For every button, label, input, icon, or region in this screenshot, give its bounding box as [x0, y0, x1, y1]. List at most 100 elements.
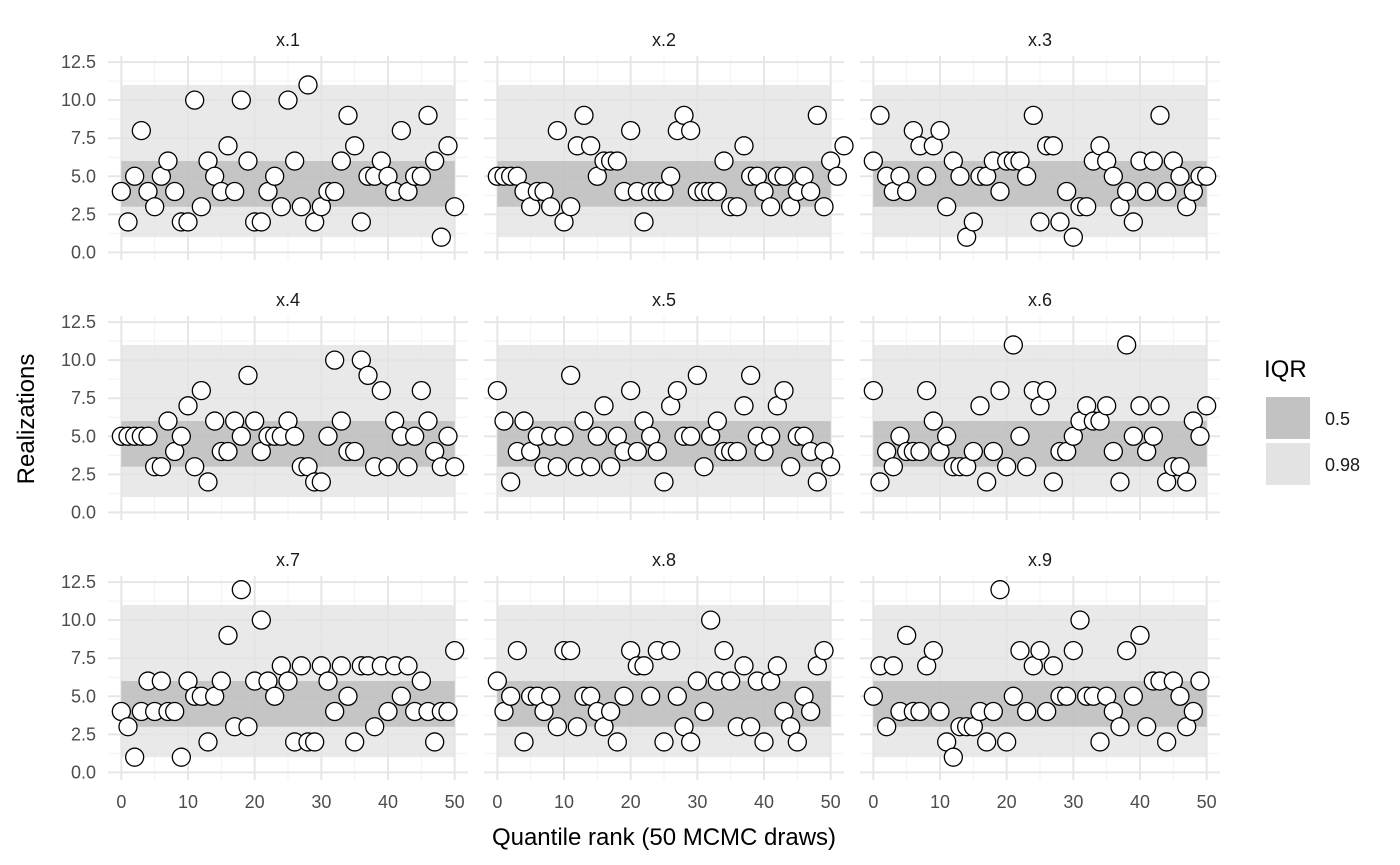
panel-x.8: x.8 0 10 20 30 40 50 [484, 550, 844, 812]
data-point [801, 181, 821, 202]
data-point [418, 411, 438, 431]
data-point [807, 105, 827, 126]
data-point [345, 732, 365, 752]
data-point [1197, 396, 1217, 416]
x-tick-label: 20 [621, 792, 641, 812]
panel-title: x.3 [1028, 30, 1052, 50]
data-point [145, 197, 165, 217]
data-point [930, 701, 950, 722]
x-axis-title: Quantile rank (50 MCMC draws) [492, 824, 836, 851]
x-tick-label: 0 [492, 792, 502, 812]
data-point [930, 120, 950, 141]
y-tick-label: 2.5 [71, 204, 96, 224]
x-tick-label: 20 [997, 792, 1017, 812]
y-tick-label: 0.0 [71, 242, 96, 262]
data-point [1010, 640, 1030, 661]
data-point [1043, 656, 1063, 676]
data-point [667, 380, 687, 401]
data-point [863, 380, 883, 401]
data-point [621, 380, 641, 401]
data-point [1023, 105, 1043, 126]
panel-x.6: x.6 [860, 290, 1220, 520]
data-point [165, 181, 185, 202]
data-point [574, 105, 594, 126]
data-point [345, 441, 365, 462]
data-point [1137, 181, 1157, 202]
data-point [801, 701, 821, 722]
data-point [721, 671, 741, 691]
x-tick-label: 40 [1130, 792, 1150, 812]
y-tick-label: 10.0 [61, 610, 96, 630]
facet-panels: x.1 0.0 2.5 5.0 7.5 10.0 12.5 x.2 x.3 x.4 0.0 2.5 5.… [61, 30, 1220, 812]
data-point [1190, 426, 1210, 446]
data-point [345, 136, 365, 156]
data-point [1123, 212, 1143, 232]
data-point [418, 105, 438, 126]
panel-x.4: x.4 0.0 2.5 5.0 7.5 10.0 12.5 [61, 290, 468, 522]
data-point [218, 136, 238, 156]
data-point [561, 197, 581, 217]
data-point [870, 105, 890, 126]
data-point [1123, 426, 1143, 446]
data-point [1150, 105, 1170, 126]
data-point [171, 426, 191, 446]
data-point [1050, 212, 1070, 232]
data-point [1063, 640, 1083, 661]
data-point [398, 656, 418, 676]
data-point [198, 472, 218, 492]
data-point [687, 365, 707, 386]
data-point [245, 411, 265, 431]
data-point [1197, 166, 1217, 186]
data-point [654, 472, 674, 492]
data-point [1043, 136, 1063, 156]
data-point [687, 671, 707, 691]
data-point [325, 181, 345, 202]
data-point [151, 457, 171, 477]
data-point [111, 181, 131, 202]
legend: IQR 0.5 0.98 [1264, 356, 1360, 485]
panel-title: x.4 [276, 290, 300, 310]
data-point [937, 197, 957, 217]
data-point [734, 656, 754, 676]
data-point [411, 166, 431, 186]
data-point [701, 610, 721, 630]
data-point [431, 227, 451, 247]
data-point [218, 625, 238, 646]
y-tick-label: 12.5 [61, 52, 96, 72]
data-point [318, 671, 338, 691]
data-point [178, 396, 198, 416]
data-point [547, 120, 567, 141]
data-point [425, 151, 445, 171]
data-point [1117, 640, 1137, 661]
data-point [131, 120, 151, 141]
data-point [1030, 212, 1050, 232]
data-point [501, 472, 521, 492]
data-point [351, 212, 371, 232]
data-point [411, 671, 431, 691]
x-tick-label: 10 [930, 792, 950, 812]
y-tick-label: 12.5 [61, 572, 96, 592]
data-point [271, 197, 291, 217]
data-point [325, 701, 345, 722]
y-tick-label: 10.0 [61, 90, 96, 110]
data-point [694, 701, 714, 722]
data-point [1063, 227, 1083, 247]
data-point [1170, 686, 1190, 706]
data-point [278, 90, 298, 110]
y-tick-label: 0.0 [71, 502, 96, 522]
data-point [681, 426, 701, 446]
data-point [507, 640, 527, 661]
data-point [621, 120, 641, 141]
data-point [265, 166, 285, 186]
panel-title: x.2 [652, 30, 676, 50]
data-point [734, 396, 754, 416]
data-point [943, 747, 963, 767]
data-point [325, 350, 345, 370]
data-point [1043, 472, 1063, 492]
data-point [877, 717, 897, 737]
data-point [781, 457, 801, 477]
data-point [963, 212, 983, 232]
data-point [990, 580, 1010, 600]
data-point [554, 426, 574, 446]
data-point [997, 457, 1017, 477]
